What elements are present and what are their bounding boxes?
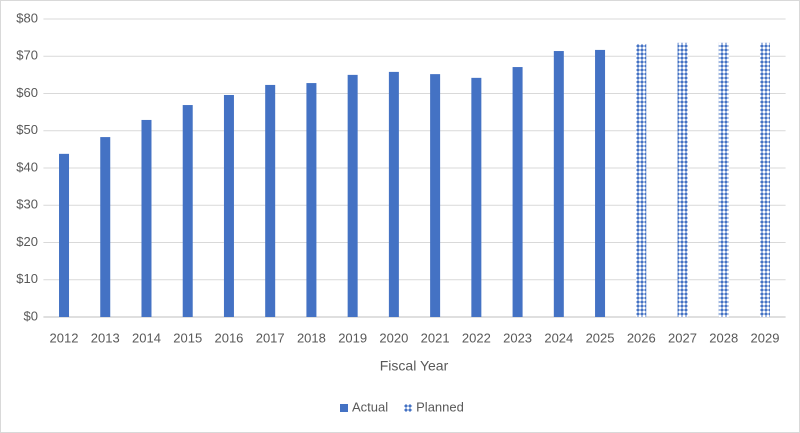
x-tick-label: 2014 [132, 330, 161, 345]
x-tick-label: 2028 [709, 330, 738, 345]
x-tick-label: 2020 [379, 330, 408, 345]
x-tick-label: 2022 [462, 330, 491, 345]
bar [100, 137, 111, 317]
legend-label: Actual [352, 399, 388, 414]
x-tick-label: 2017 [256, 330, 285, 345]
x-tick-label: 2012 [50, 330, 79, 345]
bar [677, 42, 688, 318]
x-tick-label: 2026 [627, 330, 656, 345]
x-tick-label: 2016 [214, 330, 243, 345]
y-tick-label: $40 [16, 159, 38, 174]
bar [141, 119, 152, 317]
y-tick-label: $0 [24, 308, 38, 323]
bar [182, 105, 193, 317]
y-tick-label: $70 [16, 48, 38, 63]
y-tick-label: $80 [16, 10, 38, 25]
bar [595, 49, 606, 317]
x-axis-title: Fiscal Year [380, 358, 449, 374]
bar [718, 42, 729, 318]
bar [223, 94, 234, 318]
y-tick-label: $60 [16, 85, 38, 100]
x-tick-label: 2027 [668, 330, 697, 345]
legend-swatch [340, 404, 348, 412]
x-tick-label: 2024 [544, 330, 573, 345]
x-tick-label: 2015 [173, 330, 202, 345]
bar [512, 67, 523, 318]
y-tick-label: $10 [16, 271, 38, 286]
legend-label: Planned [416, 399, 464, 414]
bar [59, 153, 70, 317]
bar [265, 84, 276, 318]
bar [306, 83, 317, 317]
x-tick-label: 2021 [421, 330, 450, 345]
x-tick-label: 2025 [586, 330, 615, 345]
bar [636, 43, 647, 318]
x-tick-label: 2013 [91, 330, 120, 345]
bar [388, 71, 399, 318]
y-tick-label: $50 [16, 122, 38, 137]
x-tick-label: 2018 [297, 330, 326, 345]
bar [553, 51, 564, 317]
y-tick-label: $30 [16, 197, 38, 212]
bar [430, 74, 441, 317]
y-tick-label: $20 [16, 234, 38, 249]
bar [471, 77, 482, 317]
x-tick-label: 2023 [503, 330, 532, 345]
x-tick-label: 2019 [338, 330, 367, 345]
bar [347, 74, 358, 317]
bar [759, 42, 770, 318]
legend-swatch [404, 404, 413, 412]
x-tick-label: 2029 [751, 330, 780, 345]
